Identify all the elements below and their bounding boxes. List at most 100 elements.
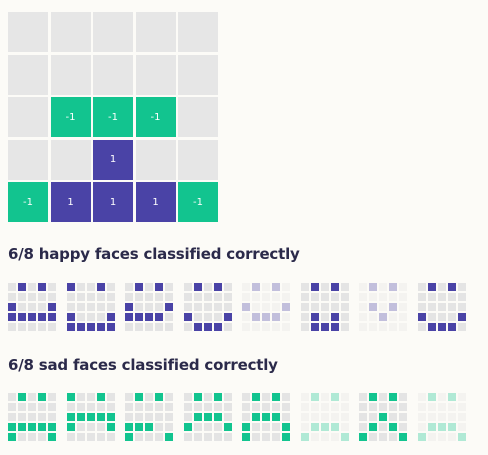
face-pixel bbox=[193, 293, 202, 301]
face-pixel bbox=[399, 403, 407, 411]
face-pixel bbox=[457, 393, 466, 401]
happy-face-5 bbox=[242, 283, 290, 331]
face-pixel bbox=[272, 393, 280, 401]
face-pixel bbox=[447, 413, 456, 421]
happy-face-7 bbox=[359, 283, 407, 331]
face-pixel bbox=[145, 423, 153, 431]
face-pixel bbox=[242, 303, 250, 311]
face-pixel bbox=[272, 433, 280, 441]
face-pixel bbox=[165, 323, 173, 331]
face-pixel bbox=[320, 313, 329, 321]
face-pixel bbox=[213, 293, 222, 301]
face-pixel bbox=[76, 293, 85, 301]
face-pixel bbox=[437, 403, 446, 411]
face-pixel bbox=[203, 393, 212, 401]
kernel-cell bbox=[135, 139, 176, 180]
face-pixel bbox=[193, 403, 202, 411]
face-pixel bbox=[310, 413, 319, 421]
face-pixel bbox=[437, 413, 446, 421]
face-pixel bbox=[437, 303, 446, 311]
face-pixel bbox=[96, 403, 105, 411]
face-pixel bbox=[427, 283, 436, 291]
face-pixel bbox=[369, 413, 377, 421]
kernel-cell bbox=[135, 54, 176, 95]
face-pixel bbox=[106, 393, 115, 401]
face-pixel bbox=[417, 313, 426, 321]
face-pixel bbox=[310, 433, 319, 441]
face-pixel bbox=[125, 413, 133, 421]
kernel-cell bbox=[50, 12, 91, 52]
face-pixel bbox=[437, 393, 446, 401]
face-pixel bbox=[48, 393, 56, 401]
face-pixel bbox=[8, 283, 16, 291]
face-pixel bbox=[86, 313, 95, 321]
face-pixel bbox=[165, 413, 173, 421]
face-pixel bbox=[427, 313, 436, 321]
face-pixel bbox=[155, 283, 163, 291]
face-pixel bbox=[66, 293, 75, 301]
face-pixel bbox=[48, 303, 56, 311]
face-pixel bbox=[193, 283, 202, 291]
face-pixel bbox=[76, 323, 85, 331]
face-pixel bbox=[48, 403, 56, 411]
face-pixel bbox=[330, 413, 339, 421]
face-pixel bbox=[135, 403, 143, 411]
face-pixel bbox=[96, 323, 105, 331]
face-pixel bbox=[252, 303, 260, 311]
face-pixel bbox=[203, 413, 212, 421]
face-pixel bbox=[8, 293, 16, 301]
face-pixel bbox=[262, 283, 270, 291]
face-pixel bbox=[48, 433, 56, 441]
face-pixel bbox=[272, 403, 280, 411]
face-pixel bbox=[300, 393, 309, 401]
face-pixel bbox=[300, 323, 309, 331]
face-pixel bbox=[38, 393, 46, 401]
face-pixel bbox=[183, 303, 192, 311]
face-pixel bbox=[18, 393, 26, 401]
face-pixel bbox=[359, 423, 367, 431]
face-pixel bbox=[359, 393, 367, 401]
sad-face-5 bbox=[242, 393, 290, 441]
face-pixel bbox=[18, 293, 26, 301]
face-pixel bbox=[183, 293, 192, 301]
kernel-cell bbox=[178, 54, 218, 95]
face-pixel bbox=[38, 413, 46, 421]
face-pixel bbox=[193, 303, 202, 311]
face-pixel bbox=[8, 323, 16, 331]
face-pixel bbox=[213, 323, 222, 331]
face-pixel bbox=[155, 303, 163, 311]
face-pixel bbox=[330, 313, 339, 321]
face-pixel bbox=[66, 433, 75, 441]
face-pixel bbox=[457, 323, 466, 331]
face-pixel bbox=[457, 293, 466, 301]
face-pixel bbox=[379, 433, 387, 441]
face-pixel bbox=[96, 433, 105, 441]
face-pixel bbox=[379, 293, 387, 301]
face-pixel bbox=[359, 283, 367, 291]
happy-face-6 bbox=[300, 283, 349, 331]
face-pixel bbox=[300, 403, 309, 411]
face-pixel bbox=[417, 433, 426, 441]
face-pixel bbox=[369, 283, 377, 291]
face-pixel bbox=[340, 433, 349, 441]
face-pixel bbox=[48, 413, 56, 421]
face-pixel bbox=[300, 283, 309, 291]
face-pixel bbox=[66, 423, 75, 431]
face-pixel bbox=[262, 403, 270, 411]
face-pixel bbox=[155, 413, 163, 421]
face-pixel bbox=[399, 303, 407, 311]
face-pixel bbox=[320, 413, 329, 421]
face-pixel bbox=[135, 393, 143, 401]
face-pixel bbox=[183, 433, 192, 441]
face-pixel bbox=[447, 423, 456, 431]
face-pixel bbox=[213, 313, 222, 321]
face-pixel bbox=[340, 293, 349, 301]
face-pixel bbox=[320, 293, 329, 301]
face-pixel bbox=[359, 403, 367, 411]
face-pixel bbox=[8, 413, 16, 421]
face-pixel bbox=[86, 323, 95, 331]
kernel-cell bbox=[135, 12, 176, 52]
face-pixel bbox=[417, 323, 426, 331]
face-pixel bbox=[66, 393, 75, 401]
face-pixel bbox=[252, 433, 260, 441]
